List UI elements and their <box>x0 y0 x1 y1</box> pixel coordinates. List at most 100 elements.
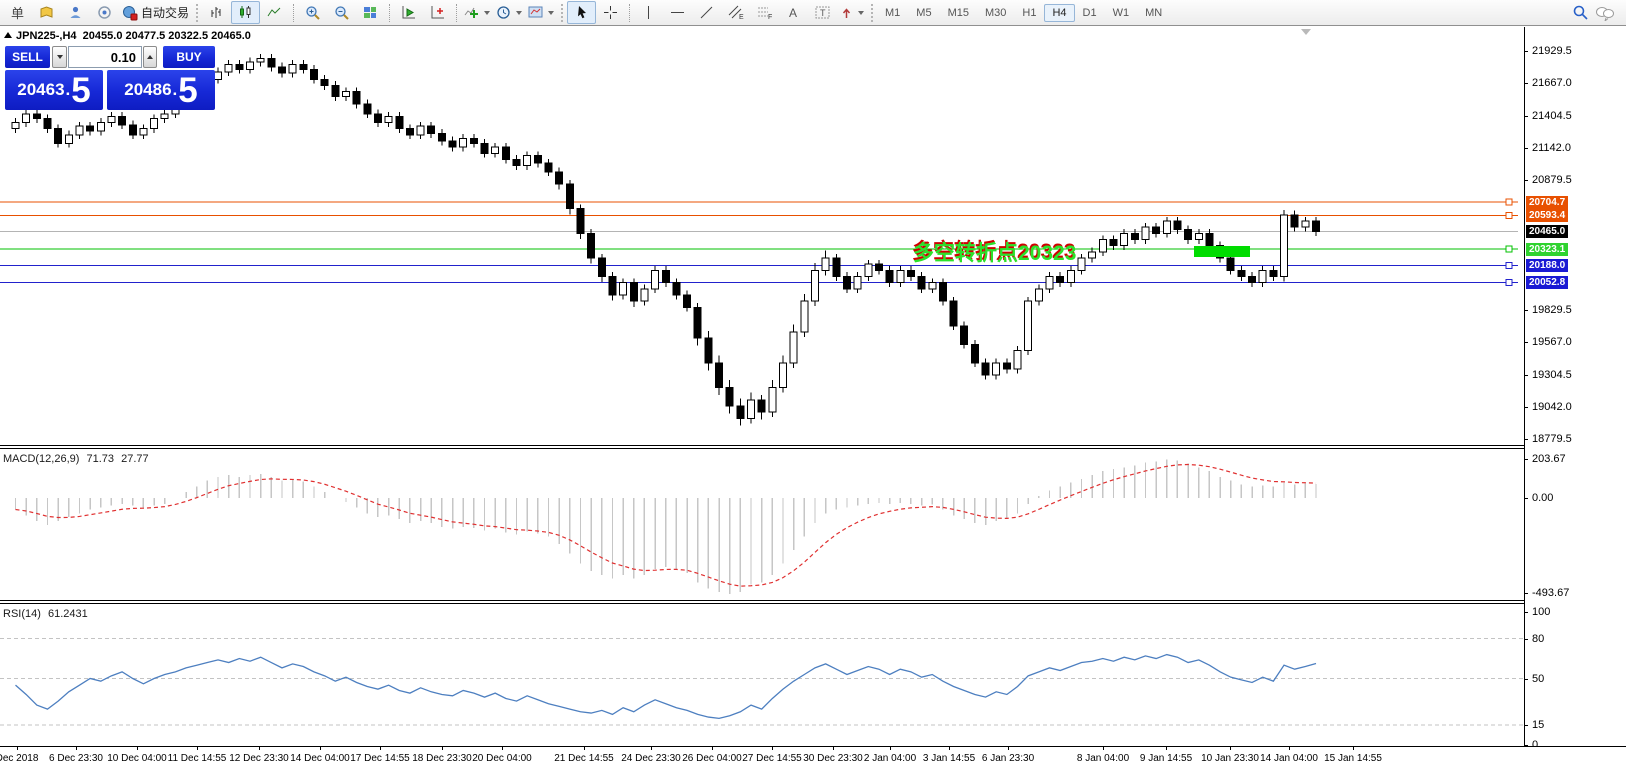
zoom-in-button[interactable] <box>298 1 327 24</box>
timeframe-m30[interactable]: M30 <box>984 6 1007 19</box>
zoom-out-icon <box>334 5 349 20</box>
line-chart-button[interactable] <box>260 1 289 24</box>
candle-body <box>864 263 873 278</box>
vertical-line-tool-button[interactable] <box>634 1 663 24</box>
candle-body <box>491 146 500 154</box>
timeframe-h4[interactable]: H4 <box>1044 3 1075 22</box>
pane-separator[interactable] <box>0 448 1626 449</box>
date-label: 14 Jan 04:00 <box>1260 753 1318 764</box>
fibonacci-tool-button[interactable]: F <box>750 1 779 24</box>
zoom-out-button[interactable] <box>327 1 356 24</box>
date-label: 17 Dec 14:55 <box>350 753 410 764</box>
candle-body <box>75 125 84 136</box>
time-tick <box>890 747 891 750</box>
equidistant-channel-tool-button[interactable]: E <box>721 1 750 24</box>
chat-icon[interactable] <box>1595 5 1615 21</box>
timeframe-d1[interactable]: D1 <box>1082 6 1097 19</box>
price-tick <box>1524 51 1528 52</box>
candle-body <box>757 399 766 413</box>
candle-body <box>970 343 979 364</box>
candle-body <box>256 57 265 63</box>
text-label-icon: T <box>815 6 830 19</box>
candle-body <box>1034 288 1043 302</box>
profile-button[interactable] <box>61 1 90 24</box>
timeframe-m15[interactable]: M15 <box>947 6 969 19</box>
search-icon[interactable] <box>1572 4 1589 21</box>
candle-body <box>1184 229 1193 241</box>
pane-separator[interactable] <box>0 445 1626 446</box>
timeframe-mn[interactable]: MN <box>1145 6 1163 19</box>
time-tick <box>712 747 713 750</box>
bar-chart-icon <box>211 7 221 18</box>
price-tick <box>1524 439 1528 441</box>
buy-price-pip: 5 <box>178 70 198 110</box>
chart-shift-button[interactable] <box>423 1 452 24</box>
tile-windows-button[interactable] <box>356 1 385 24</box>
candle-body <box>949 300 958 327</box>
trendline-icon <box>700 6 713 19</box>
auto-scroll-button[interactable] <box>394 1 423 24</box>
price-tick <box>1524 309 1528 311</box>
data-window-button[interactable] <box>90 1 119 24</box>
candle-body <box>363 103 372 115</box>
time-tick <box>76 747 77 750</box>
time-tick <box>137 747 138 750</box>
scroll-to-latest-marker[interactable] <box>1301 29 1311 35</box>
time-tick <box>1103 747 1104 750</box>
cursor-tool-button[interactable] <box>567 1 597 24</box>
candle-body <box>160 113 169 120</box>
horizontal-line-tool-button[interactable] <box>663 1 692 24</box>
pane-separator <box>0 746 1626 747</box>
indicators-button[interactable] <box>461 1 493 24</box>
candle-body <box>150 118 159 130</box>
candle-body <box>469 137 478 144</box>
bar-chart-button[interactable] <box>202 1 231 24</box>
candle-body <box>1045 276 1054 290</box>
periods-button[interactable] <box>493 1 525 24</box>
volume-decrease-button[interactable] <box>52 46 67 68</box>
candle-body <box>1162 220 1171 234</box>
sell-button[interactable]: SELL <box>5 46 50 68</box>
trendline-tool-button[interactable] <box>692 1 721 24</box>
new-order-button-partial[interactable]: 单 <box>10 6 24 21</box>
trade-panel-toggle-icon[interactable] <box>4 32 12 38</box>
autotrading-button[interactable]: 自动交易 <box>119 1 192 24</box>
pane-separator[interactable] <box>0 600 1626 601</box>
price-tick-label: 19042.0 <box>1532 400 1572 413</box>
pivot-annotation-text[interactable]: 多空转折点20323 <box>913 242 1077 265</box>
timeframe-h1[interactable]: H1 <box>1022 6 1037 19</box>
timeframe-m5[interactable]: M5 <box>916 6 932 19</box>
candle-body <box>779 362 788 389</box>
price-tick-label: 21929.5 <box>1532 45 1572 57</box>
candle-body <box>747 399 756 419</box>
date-label: 12 Dec 23:30 <box>229 753 289 764</box>
date-label: 10 Dec 04:00 <box>107 753 167 764</box>
buy-price-display[interactable]: 20486. 5 <box>107 70 215 110</box>
time-tick <box>259 747 260 750</box>
time-tick <box>1289 747 1290 750</box>
volume-increase-button[interactable] <box>143 46 157 68</box>
text-label-tool-button[interactable]: T <box>808 1 837 24</box>
timeframe-w1[interactable]: W1 <box>1112 6 1130 19</box>
candlestick-chart-button[interactable] <box>231 1 261 24</box>
arrows-tool-button[interactable] <box>837 1 867 24</box>
pane-separator[interactable] <box>0 603 1626 604</box>
text-a-icon: A <box>789 6 797 20</box>
text-tool-button[interactable]: A <box>779 1 808 24</box>
arrow-shape-icon <box>842 7 851 18</box>
metaeditor-button[interactable] <box>32 1 61 24</box>
volume-input[interactable] <box>68 46 142 68</box>
sell-price-display[interactable]: 20463. 5 <box>5 70 103 110</box>
level-price-label: 20704.7 <box>1526 195 1569 209</box>
date-label: 20 Dec 04:00 <box>472 753 532 764</box>
candle-body <box>576 208 585 234</box>
crosshair-tool-button[interactable] <box>596 1 625 24</box>
buy-button[interactable]: BUY <box>163 46 215 68</box>
timeframe-m1[interactable]: M1 <box>885 6 901 19</box>
chart-caption: JPN225-,H4 20455.0 20477.5 20322.5 20465… <box>4 30 251 42</box>
candle-body <box>1280 214 1289 278</box>
candle-body <box>107 115 116 123</box>
candle-body <box>86 125 95 132</box>
toolbar: 单 自动交易 <box>0 0 1626 26</box>
templates-button[interactable] <box>525 1 557 24</box>
